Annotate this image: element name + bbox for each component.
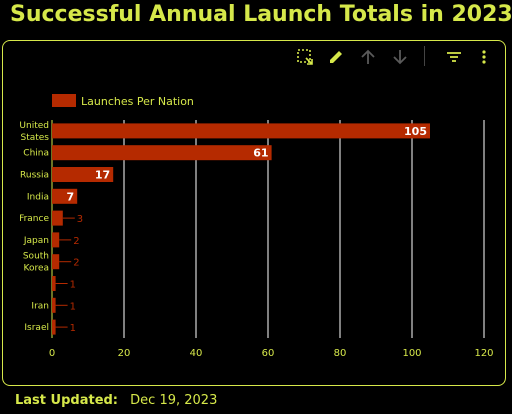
x-tick-label: 120	[474, 348, 493, 359]
pencil-icon[interactable]	[325, 46, 347, 68]
data-label: 1	[70, 301, 76, 312]
y-category-label: South	[23, 252, 49, 262]
page-title: Successful Annual Launch Totals in 2023	[10, 2, 512, 27]
last-updated-value: Dec 19, 2023	[130, 393, 218, 408]
bar	[52, 297, 56, 313]
data-label: 1	[70, 280, 76, 291]
legend-swatch	[52, 94, 76, 107]
y-category-label: Korea	[23, 264, 49, 274]
last-updated: Last Updated: Dec 19, 2023	[15, 393, 217, 408]
data-label: 1	[70, 323, 76, 334]
x-tick-label: 0	[49, 348, 55, 359]
arrow-down-icon[interactable]	[389, 46, 411, 68]
filter-icon[interactable]	[443, 46, 465, 68]
y-category-label: France	[19, 214, 49, 224]
bar	[52, 319, 56, 335]
bar	[52, 145, 272, 161]
bar	[52, 210, 63, 226]
chart-panel	[2, 40, 506, 386]
x-tick-label: 40	[190, 348, 203, 359]
more-vert-icon[interactable]	[473, 46, 495, 68]
arrow-up-icon[interactable]	[357, 46, 379, 68]
bar	[52, 232, 60, 248]
y-category-label: United	[19, 121, 49, 131]
y-category-label: India	[27, 192, 49, 202]
data-label: 105	[404, 125, 427, 138]
last-updated-label: Last Updated:	[15, 393, 119, 408]
bar	[52, 254, 60, 270]
bar	[52, 276, 56, 291]
x-tick-label: 80	[334, 348, 347, 359]
y-category-label: States	[20, 133, 49, 143]
y-category-label: Israel	[24, 323, 49, 333]
toolbar-divider	[424, 46, 425, 66]
y-category-label: Russia	[20, 171, 49, 181]
bar	[52, 167, 114, 182]
y-category-label: China	[23, 149, 49, 159]
data-label: 61	[253, 147, 268, 160]
x-tick-label: 20	[118, 348, 131, 359]
data-label: 7	[67, 190, 75, 203]
selection-zoom-icon[interactable]	[294, 46, 316, 68]
data-label: 3	[77, 214, 83, 225]
bar	[52, 188, 78, 204]
data-label: 17	[95, 169, 110, 182]
y-category-label: Iran	[31, 301, 49, 311]
chart-toolbar	[294, 46, 494, 68]
data-label: 2	[73, 258, 79, 269]
bar	[52, 123, 430, 139]
x-tick-label: 100	[402, 348, 421, 359]
legend-label: Launches Per Nation	[81, 95, 194, 108]
y-category-label: Japan	[23, 236, 49, 246]
data-label: 2	[73, 236, 79, 247]
x-tick-label: 60	[262, 348, 275, 359]
